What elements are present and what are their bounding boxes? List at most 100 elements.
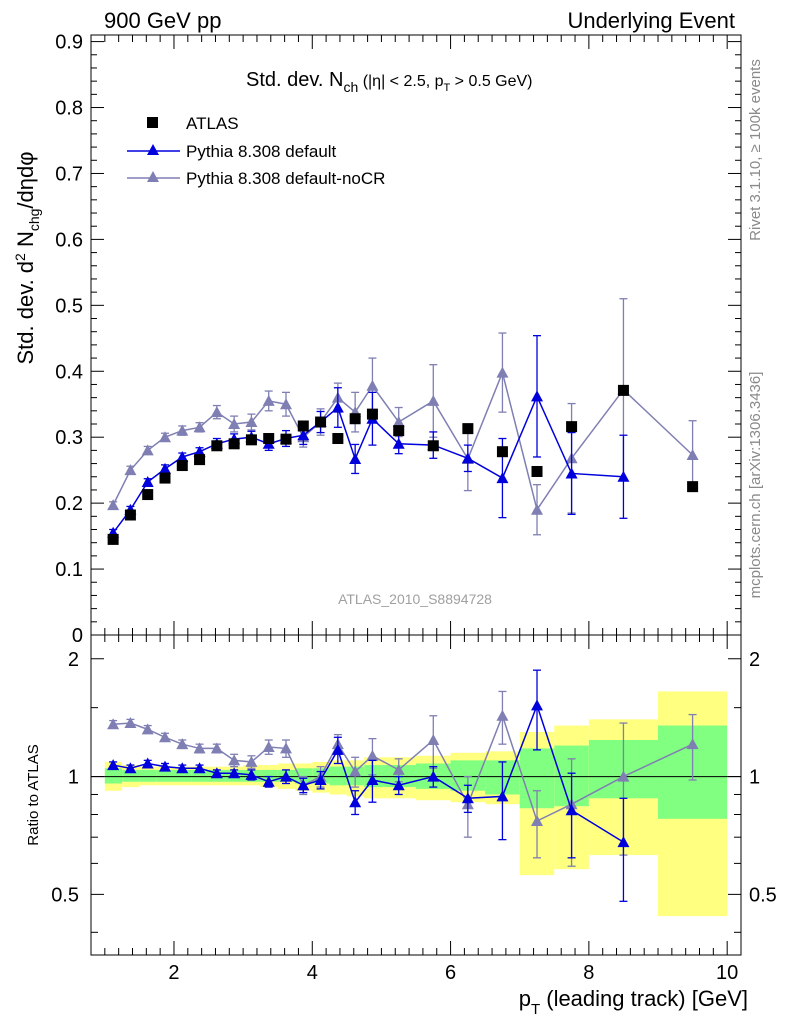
ratio-nocr-line <box>113 713 693 823</box>
ratio-nocr-point <box>107 718 120 730</box>
atlas-point <box>366 408 378 420</box>
ratio-y-tick-label: 1 <box>68 767 79 789</box>
ratio-nocr-point <box>210 742 223 754</box>
atlas-point <box>349 413 361 425</box>
legend-marker-nocr <box>147 171 159 182</box>
default-point <box>297 429 310 441</box>
ratio-default-point <box>531 699 544 711</box>
legend-marker-default <box>147 144 159 155</box>
ratio-nocr-point <box>141 723 154 735</box>
atlas-point <box>687 481 699 493</box>
atlas-point <box>280 433 292 445</box>
chart-title: Std. dev. Nch (|η| < 2.5, pT > 0.5 GeV) <box>246 69 533 95</box>
nocr-point <box>124 464 137 476</box>
ratio-y-tick-label: 0.5 <box>51 884 79 906</box>
band-green <box>104 768 123 784</box>
atlas-point <box>297 420 309 432</box>
default-point <box>617 470 630 482</box>
nocr-point <box>392 416 405 428</box>
ratio-default-point <box>141 757 154 769</box>
ratio-nocr-point <box>280 742 292 754</box>
x-tick-label: 10 <box>716 962 738 984</box>
atlas-point <box>263 433 275 445</box>
atlas-point <box>531 465 543 477</box>
ratio-default-point <box>193 762 206 774</box>
ratio-nocr-point <box>496 709 509 721</box>
legend-label-default: Pythia 8.308 default <box>186 142 337 161</box>
atlas-point <box>393 425 405 437</box>
nocr-point <box>158 431 171 443</box>
y-tick-label: 0.6 <box>55 229 83 251</box>
atlas-point <box>228 438 240 450</box>
main-series-layer <box>107 298 699 545</box>
ratio-y-axis-label: Ratio to ATLAS <box>25 744 42 845</box>
atlas-point <box>107 533 119 545</box>
band-green <box>294 768 313 784</box>
ratio-default-point <box>496 790 509 802</box>
ratio-nocr-point <box>366 749 379 761</box>
ratio-nocr-point <box>176 738 189 750</box>
ratio-y-tick-label: 2 <box>68 649 79 671</box>
default-point <box>461 452 474 464</box>
default-point <box>531 390 544 402</box>
legend-label-nocr: Pythia 8.308 default-noCR <box>186 169 385 188</box>
nocr-point <box>210 406 223 418</box>
atlas-point <box>142 489 154 501</box>
ratio-nocr-point <box>158 731 171 743</box>
y-tick-label: 0.5 <box>55 295 83 317</box>
default-point <box>141 476 154 488</box>
ratio-nocr-point <box>228 754 241 766</box>
ratio-default-point <box>245 768 258 780</box>
nocr-point <box>280 398 292 410</box>
legend: ATLAS Pythia 8.308 default Pythia 8.308 … <box>127 114 385 188</box>
ratio-y-tick-label: 1 <box>749 767 760 789</box>
ratio-default-point <box>366 773 379 785</box>
atlas-point <box>617 384 629 396</box>
nocr-point <box>107 499 120 511</box>
rivet-version-label: Rivet 3.1.10, ≥ 100k events <box>747 59 764 241</box>
band-green <box>173 769 192 782</box>
ratio-default-point <box>107 759 120 771</box>
ratio-default-point <box>314 773 327 785</box>
ratio-axis-ticks: 0.5 0.5 1 1 2 2 2 4 6 8 10 <box>51 649 777 984</box>
band-green <box>139 769 157 782</box>
ratio-default-point <box>280 770 292 782</box>
x-axis-label: pT (leading track) [GeV] <box>519 986 748 1018</box>
atlas-point <box>332 433 344 445</box>
ratio-nocr-point <box>531 814 544 826</box>
ratio-nocr-point <box>193 742 206 754</box>
nocr-point <box>366 379 379 391</box>
atlas-point <box>496 446 508 458</box>
default-point <box>565 467 578 479</box>
ratio-default-point <box>124 762 137 774</box>
band-green <box>191 769 209 782</box>
ratio-series-layer <box>107 669 699 902</box>
atlas-point <box>124 509 136 521</box>
atlas-point <box>566 421 578 433</box>
x-tick-label: 2 <box>168 962 179 984</box>
band-green <box>329 766 347 786</box>
default-point <box>331 401 344 413</box>
y-tick-label: 0.3 <box>55 427 83 449</box>
ratio-uncertainty-bands <box>104 691 728 917</box>
ratio-default-point <box>565 804 578 816</box>
y-tick-label: 0 <box>72 625 83 647</box>
atlas-point <box>211 440 223 452</box>
y-tick-label: 0.7 <box>55 163 83 185</box>
ratio-nocr-point <box>617 770 630 782</box>
collision-label: 900 GeV pp <box>104 8 221 33</box>
y-tick-label: 0.1 <box>55 559 83 581</box>
ratio-default-point <box>392 779 405 791</box>
ratio-nocr-point <box>686 738 699 750</box>
atlas-point <box>315 416 327 428</box>
nocr-point <box>531 503 544 515</box>
band-green <box>156 769 174 782</box>
band-green <box>122 769 140 782</box>
y-tick-label: 0.2 <box>55 493 83 515</box>
nocr-line <box>112 370 694 512</box>
analysis-watermark: ATLAS_2010_S8894728 <box>338 591 492 607</box>
ratio-nocr-point <box>245 755 258 767</box>
ratio-nocr-point <box>392 763 405 775</box>
nocr-point <box>686 449 699 460</box>
nocr-point <box>193 421 206 433</box>
